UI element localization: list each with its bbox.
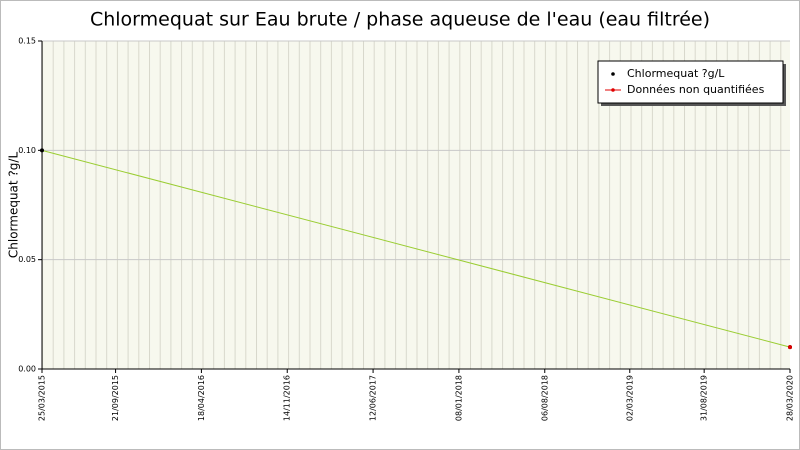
chart-title: Chlormequat sur Eau brute / phase aqueus…	[90, 9, 710, 31]
y-tick-label: 0.05	[18, 255, 36, 264]
y-tick-label: 0.00	[18, 365, 36, 374]
x-tick-label: 31/08/2019	[700, 375, 709, 421]
x-tick-label: 28/03/2020	[786, 375, 795, 421]
legend-marker	[611, 88, 615, 92]
x-tick-label: 08/01/2018	[454, 375, 463, 421]
legend-marker	[611, 72, 615, 76]
x-tick-label: 18/04/2016	[197, 375, 206, 421]
legend-label: Chlormequat ?g/L	[627, 67, 725, 80]
x-tick-label: 02/03/2019	[625, 375, 634, 421]
y-tick-label: 0.15	[18, 37, 36, 46]
legend-label: Données non quantifiées	[627, 83, 765, 96]
y-tick-label: 0.10	[18, 146, 36, 155]
x-tick-label: 25/03/2015	[38, 375, 47, 421]
x-tick-label: 21/09/2015	[111, 375, 120, 421]
data-point	[788, 345, 792, 350]
legend	[597, 60, 784, 104]
x-tick-label: 06/08/2018	[540, 375, 549, 421]
y-axis-label: Chlormequat ?g/L	[7, 152, 21, 259]
data-point	[40, 148, 44, 153]
x-tick-label: 14/11/2016	[283, 375, 292, 421]
x-tick-label: 12/06/2017	[369, 375, 378, 421]
data-line	[41, 149, 791, 348]
layer: 0.00 0.05 0.10 0.15 25/03/2015 21/09/2015 18/0…	[18, 37, 794, 422]
